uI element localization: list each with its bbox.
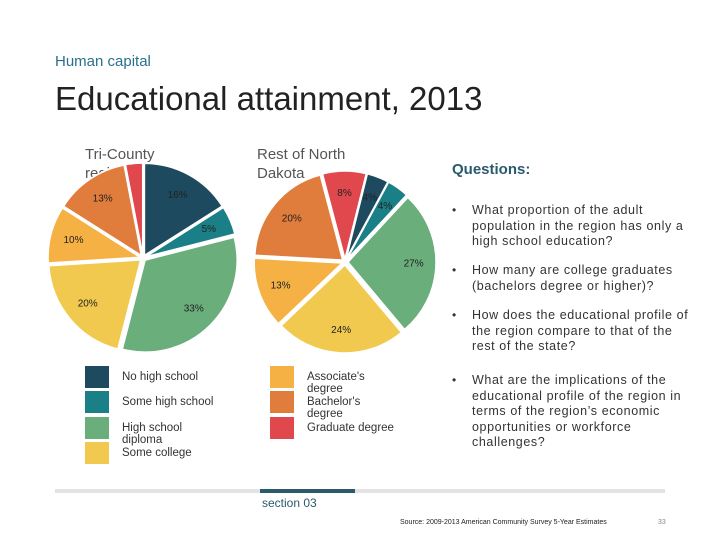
slice-label: 4% (378, 201, 393, 212)
slice-label: 27% (404, 258, 424, 269)
legend-label: Some high school (122, 396, 214, 408)
slice-label: 4% (363, 193, 378, 204)
legend-label: Bachelor's degree (307, 396, 361, 420)
pie-slice (321, 170, 368, 260)
page-number: 33 (658, 519, 666, 526)
pie-slice (346, 181, 408, 261)
pie-slice (48, 259, 142, 350)
slice-label: 13% (93, 193, 113, 204)
questions-heading: Questions: (452, 161, 531, 178)
legend-label: No high school (122, 371, 199, 383)
legend-label: High school diploma (122, 422, 183, 446)
pie-slice (346, 196, 437, 331)
bullet: • (452, 373, 457, 387)
pie-slice (253, 257, 344, 325)
pie-slice (121, 236, 238, 353)
bullet: • (452, 203, 457, 217)
question: What are the implications of the educati… (472, 373, 682, 449)
pie-slice (280, 263, 403, 354)
slice-label: 20% (282, 213, 302, 224)
question: How does the educational profile of the … (472, 308, 689, 353)
pie-title: Rest of North Dakota (257, 146, 346, 182)
legend-label: Some college (122, 447, 192, 459)
footer-bar (55, 489, 665, 493)
slide-title: Educational attainment, 2013 (55, 80, 483, 117)
legend-swatch (270, 391, 294, 413)
question: How many are college graduates (bachelor… (472, 263, 673, 293)
legend-swatch (270, 417, 294, 439)
footer-section: section 03 (262, 496, 317, 510)
pie-slice (145, 206, 236, 258)
footer-active-bar (260, 489, 355, 493)
bullet: • (452, 263, 457, 277)
slice-label: 13% (271, 280, 291, 291)
legend-swatch (85, 442, 109, 464)
section-label: Human capital (55, 53, 151, 70)
legend-swatch (85, 366, 109, 388)
source: Source: 2009-2013 American Community Sur… (400, 519, 607, 526)
question: What proportion of the adult population … (472, 203, 684, 248)
pie-slice (62, 164, 143, 258)
slice-label: 8% (337, 188, 352, 199)
pie-slice (345, 172, 389, 260)
legend-swatch (85, 391, 109, 413)
legend-swatch (270, 366, 294, 388)
pie-charts: 16% 5% 33% 20% 10% 13% 4%4% 27% 24% 13% 20% 8% (47, 162, 437, 354)
slice-label: 33% (184, 303, 204, 314)
bullet: • (452, 308, 457, 322)
slice-label: 5% (202, 224, 217, 235)
slice-label: 24% (331, 325, 351, 336)
pie-slice (124, 162, 144, 256)
pie-slice (47, 206, 143, 264)
legend-label: Associate's degree (307, 371, 365, 395)
slice-label: 20% (78, 298, 98, 309)
slice-label: 10% (63, 235, 83, 246)
pie-slice (254, 174, 344, 261)
legend-swatch (85, 417, 109, 439)
slice-label: 16% (168, 190, 188, 201)
legend-label: Graduate degree (307, 422, 394, 434)
pie-slice (143, 162, 224, 257)
